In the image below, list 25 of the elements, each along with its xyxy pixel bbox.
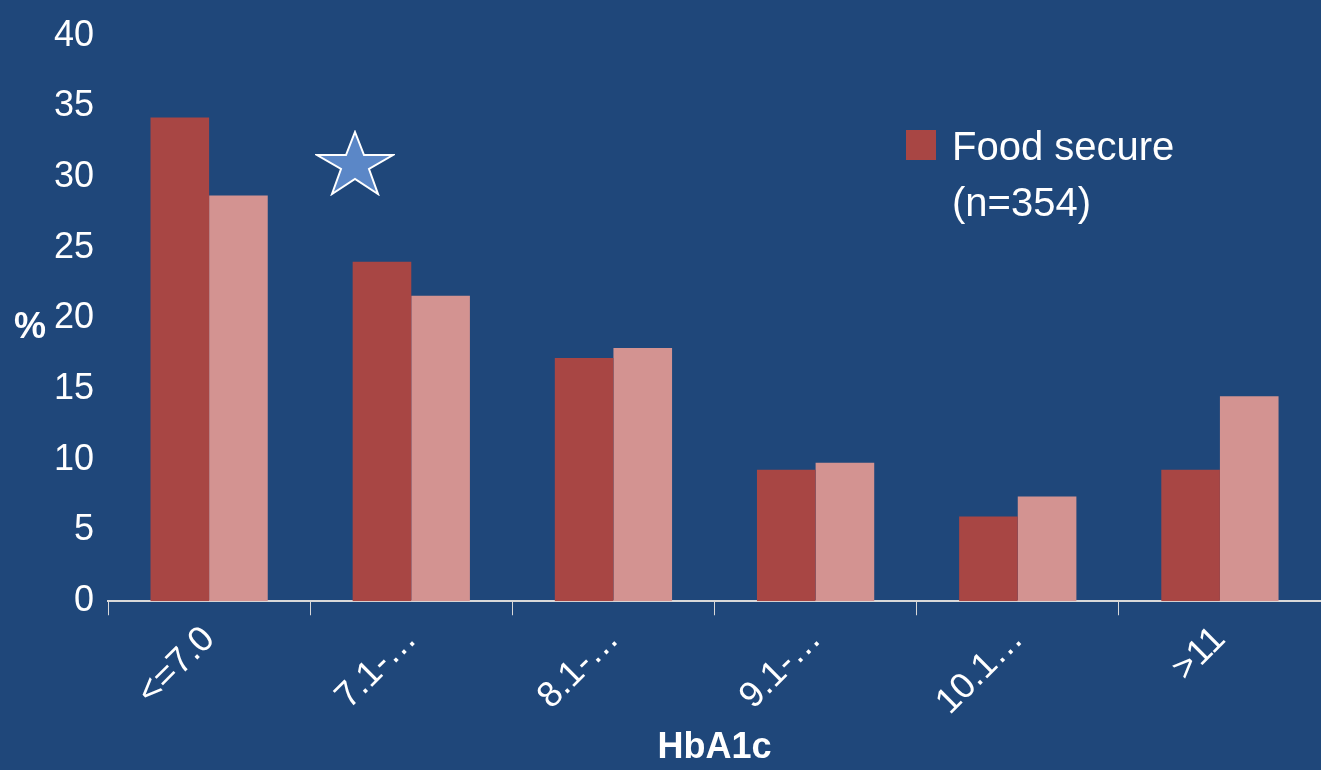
bar	[1161, 469, 1220, 602]
x-tick-label: >11	[1162, 617, 1233, 688]
bar	[959, 516, 1018, 602]
y-tick-label: 40	[54, 12, 95, 54]
y-tick-label: 0	[74, 578, 95, 620]
bar	[815, 462, 875, 602]
bar	[1017, 496, 1077, 602]
y-tick-label: 25	[54, 224, 95, 266]
bar	[613, 348, 673, 602]
bar	[1219, 396, 1279, 602]
bar	[756, 469, 816, 602]
y-axis-title: %	[14, 305, 47, 347]
y-tick-label: 35	[54, 83, 95, 125]
bar	[150, 117, 210, 602]
legend-label: Food secure (n=354)	[952, 123, 1176, 226]
y-tick-label: 20	[54, 295, 95, 337]
bar	[209, 195, 268, 602]
bar	[411, 295, 470, 602]
x-axis-title: HbA1c	[657, 725, 772, 767]
bar	[554, 358, 614, 602]
bar	[352, 261, 412, 602]
y-tick-label: 10	[54, 436, 95, 478]
y-tick-label: 15	[54, 366, 95, 408]
y-tick-label: 5	[74, 507, 95, 549]
y-tick-label: 30	[54, 153, 95, 195]
